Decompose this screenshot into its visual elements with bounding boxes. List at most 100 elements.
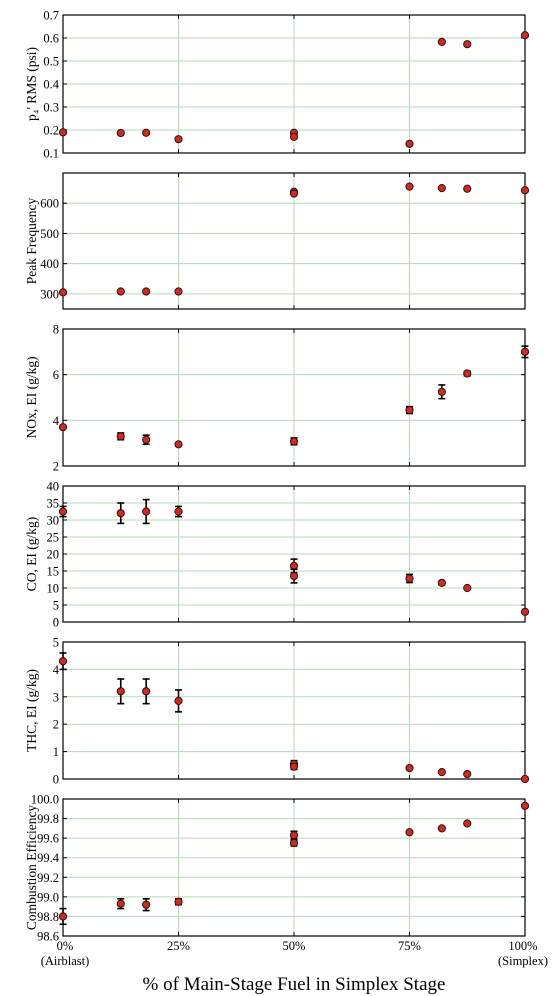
chart-panel-6: 98.6 98.8 99.0 99.2 99.4 99.6 99.8 100.0Combust… (24, 793, 530, 944)
marker (463, 369, 472, 378)
y-tick-label: 8 (53, 323, 59, 337)
data-point (289, 830, 299, 840)
data-point (520, 607, 530, 616)
y-tick-label: 40 (47, 480, 60, 494)
marker (116, 287, 125, 296)
y-axis-label: p₄' RMS (psi) (24, 47, 39, 121)
data-point (520, 345, 530, 359)
data-point (289, 132, 299, 141)
y-axis-label: CO, EI (g/kg) (24, 517, 39, 592)
marker (520, 607, 530, 616)
y-tick-label: 0.1 (43, 147, 59, 161)
data-point (116, 432, 125, 441)
y-tick-label: 35 (47, 497, 60, 511)
y-tick-label: 3 (53, 690, 59, 704)
marker (116, 128, 125, 138)
data-point (437, 824, 446, 833)
data-point (289, 189, 299, 198)
y-tick-label: 0.7 (43, 9, 59, 23)
marker (58, 288, 68, 297)
marker (142, 687, 151, 696)
data-point (174, 897, 183, 906)
marker (142, 507, 151, 516)
marker (174, 507, 183, 516)
marker (289, 132, 299, 141)
data-point (520, 801, 530, 810)
marker (142, 287, 151, 296)
y-tick-label: 10 (47, 582, 60, 596)
chart-panel-1: 0.1 0.2 0.3 0.4 0.5 0.6 0.7 p₄' RMS (psi) (24, 9, 530, 161)
data-point (58, 423, 68, 432)
data-point (58, 288, 68, 297)
marker (405, 182, 414, 191)
data-point (142, 287, 151, 296)
marker (174, 440, 183, 449)
data-point (116, 898, 125, 910)
y-tick-label: 0.4 (43, 78, 59, 92)
data-point (289, 838, 299, 848)
chart-panel-3: 2 4 6 8 NOx, EI (g/kg) (24, 323, 530, 474)
marker (142, 900, 151, 909)
marker (116, 899, 125, 908)
data-point (116, 128, 125, 138)
data-point (405, 828, 414, 837)
y-tick-label: 30 (47, 514, 60, 528)
x-tick-sublabel: (Airblast) (41, 954, 90, 968)
marker (58, 128, 68, 137)
y-tick-label: 0.3 (43, 101, 59, 115)
data-point (520, 31, 530, 40)
x-tick-label: 100% (508, 939, 537, 953)
x-axis-label: % of Main-Stage Fuel in Simplex Stage (143, 974, 446, 995)
y-tick-label: 300 (40, 287, 59, 301)
y-tick-label: 20 (47, 548, 60, 562)
data-point (116, 287, 125, 296)
data-point (463, 369, 472, 378)
data-point (58, 907, 68, 926)
marker (405, 139, 414, 148)
marker (437, 768, 446, 777)
y-tick-label: 2 (53, 718, 59, 732)
data-point (463, 40, 472, 49)
y-axis-label: Combustion Efficiency (24, 805, 39, 931)
y-axis-label: THC, EI (g/kg) (24, 669, 39, 752)
data-point (58, 652, 68, 671)
data-point (174, 440, 183, 449)
y-axis-label: NOx, EI (g/kg) (24, 356, 39, 438)
x-tick-label: 75% (398, 939, 421, 953)
data-point (405, 139, 414, 148)
chart-panel-4: 0 5 10 15 20 25 30 35 40 CO, EI (g/kg) (24, 480, 530, 630)
marker (116, 687, 125, 696)
axes-frame (62, 641, 526, 780)
data-point (437, 184, 446, 193)
data-point (463, 769, 472, 779)
y-tick-label: 4 (53, 414, 60, 428)
data-point (174, 505, 183, 518)
marker (437, 37, 446, 47)
x-tick-label: 0% (57, 939, 74, 953)
data-point (116, 502, 125, 525)
data-point (142, 498, 151, 525)
marker (58, 507, 68, 516)
y-tick-label: 600 (40, 197, 59, 211)
marker (174, 696, 183, 706)
marker (116, 509, 125, 518)
data-point (289, 437, 299, 446)
chart-panel-5: 0 1 2 3 4 5 THC, EI (g/kg) (24, 636, 530, 787)
axes-frame (62, 798, 526, 937)
data-point (174, 287, 183, 296)
marker (142, 435, 151, 444)
data-point (58, 505, 68, 518)
y-tick-label: 98.8 (37, 910, 59, 924)
x-tick-label: 25% (167, 939, 190, 953)
y-tick-label: 99.6 (37, 832, 59, 846)
data-point (174, 689, 183, 713)
data-point (463, 184, 472, 193)
marker (174, 897, 183, 906)
x-tick-label: 50% (283, 939, 306, 953)
marker (142, 128, 151, 137)
marker (289, 572, 299, 581)
data-point (142, 434, 151, 446)
y-tick-label: 99.0 (37, 890, 59, 904)
y-tick-label: 0 (53, 773, 59, 787)
